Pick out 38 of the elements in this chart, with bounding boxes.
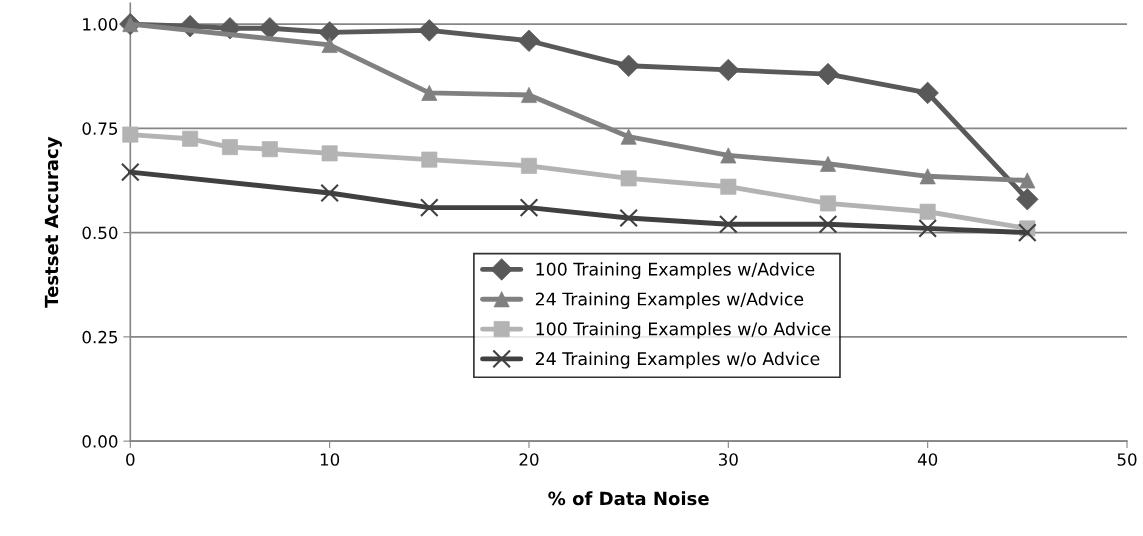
legend-label: 100 Training Examples w/o Advice bbox=[536, 321, 831, 339]
point bbox=[182, 130, 199, 147]
x-tick-label: 0 bbox=[126, 453, 135, 466]
y-tick-label: 1.00 bbox=[83, 18, 118, 31]
y-tick-label: 0.25 bbox=[82, 330, 118, 344]
point bbox=[717, 58, 740, 82]
x-tick-label: 10 bbox=[320, 453, 340, 466]
point bbox=[418, 19, 441, 42]
legend-label: 100 Training Examples w/Advice bbox=[536, 262, 815, 280]
point bbox=[820, 195, 836, 212]
point bbox=[421, 84, 438, 101]
point bbox=[718, 214, 738, 234]
point bbox=[122, 126, 139, 143]
point bbox=[720, 147, 737, 164]
x-tick-label: 20 bbox=[519, 453, 539, 466]
x-tick-label: 50 bbox=[1117, 453, 1137, 466]
x-tick-label: 40 bbox=[917, 453, 938, 466]
point bbox=[120, 162, 140, 182]
point bbox=[321, 36, 338, 53]
point bbox=[619, 208, 639, 228]
point bbox=[519, 198, 539, 217]
legend-label: 24 Training Examples w/o Advice bbox=[535, 351, 820, 369]
point bbox=[517, 29, 541, 52]
point bbox=[617, 54, 640, 77]
y-tick-label: 0.50 bbox=[82, 226, 118, 240]
y-tick-label: 0.00 bbox=[82, 435, 118, 448]
y-tick-label: 0.75 bbox=[82, 122, 118, 135]
y-axis-title: Testset Accuracy bbox=[44, 136, 62, 308]
point bbox=[320, 183, 340, 203]
point bbox=[1017, 223, 1037, 242]
point bbox=[419, 198, 439, 217]
point bbox=[918, 219, 938, 238]
x-tick-label: 30 bbox=[718, 453, 738, 466]
legend-label: 24 Training Examples w/Advice bbox=[535, 292, 804, 309]
point bbox=[520, 86, 537, 103]
x-axis-title: % of Data Noise bbox=[548, 491, 709, 506]
point bbox=[818, 214, 838, 234]
point bbox=[520, 157, 537, 174]
